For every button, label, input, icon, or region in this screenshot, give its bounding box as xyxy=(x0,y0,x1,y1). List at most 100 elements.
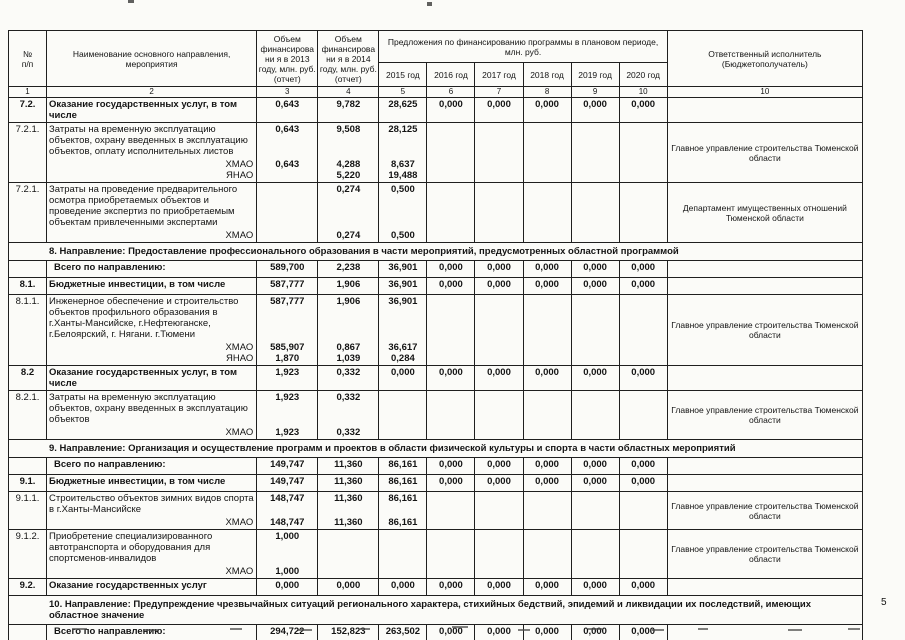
region-value xyxy=(524,427,570,438)
region-value: 0,500 xyxy=(391,230,415,241)
region-values xyxy=(428,159,474,181)
value-main: 0,500 xyxy=(391,184,415,195)
value-main: 0,000 xyxy=(583,626,607,637)
value-cell: 0,000 xyxy=(618,578,668,596)
value-cell xyxy=(522,182,572,243)
value-cell xyxy=(570,390,620,440)
region-values xyxy=(428,427,474,438)
value-main: 587,777 xyxy=(270,296,305,307)
table-header: № п/п Наименование основного направления… xyxy=(7,30,864,98)
value-main: 0,000 xyxy=(336,580,361,591)
value-cell: 587,777 585,907 1,870 xyxy=(256,294,319,366)
header-2014-column: Объем финансировани я в 2014 году, млн. … xyxy=(317,30,380,87)
scan-artifact xyxy=(518,629,530,631)
region-values xyxy=(428,517,474,528)
section-title-cell: 10. Направление: Предупреждение чрезвыча… xyxy=(8,595,863,625)
row-name-text: Всего по направлению: xyxy=(54,459,166,470)
value-cell xyxy=(317,529,380,579)
row-number-cell: 8.1.1. xyxy=(7,294,48,366)
value-main: 152,823 xyxy=(331,626,366,637)
region-value xyxy=(572,517,618,528)
value-main: 0,000 xyxy=(583,459,607,470)
row-name-text: Строительство объектов зимних видов спор… xyxy=(49,493,254,515)
row-name-cell: Всего по направлению: xyxy=(46,457,258,475)
value-cell xyxy=(570,122,620,183)
column-index: 3 xyxy=(256,86,319,98)
value-cell: 86,161 xyxy=(378,474,428,492)
value-cell: 0,000 xyxy=(570,97,620,123)
scan-artifact xyxy=(230,628,242,630)
value-main: 2,238 xyxy=(336,262,361,273)
value-main: 11,360 xyxy=(334,493,363,504)
value-main: 1,923 xyxy=(275,367,300,378)
row-name-text: Приобретение специализированного автотра… xyxy=(49,531,213,564)
row-name-cell: Приобретение специализированного автотра… xyxy=(46,529,258,579)
region-value xyxy=(572,342,618,353)
region-value: 0,332 xyxy=(336,427,361,438)
value-main: 9,508 xyxy=(336,124,361,135)
value-main: 0,000 xyxy=(583,580,607,591)
value-cell: 263,502 xyxy=(378,624,428,640)
value-cell: 0,000 xyxy=(570,578,620,596)
value-main: 0,000 xyxy=(439,476,463,487)
row-number-cell: 9.1.1. xyxy=(7,491,48,530)
value-cell xyxy=(378,529,428,579)
region-value xyxy=(258,170,317,181)
region-values: 1,923 xyxy=(258,427,317,438)
value-main: 0,000 xyxy=(439,262,463,273)
value-cell xyxy=(522,122,572,183)
value-cell: 0,000 xyxy=(474,624,524,640)
value-cell xyxy=(474,529,524,579)
value-cell: 11,360 11,360 xyxy=(317,491,380,530)
header-num-bottom: п/п xyxy=(21,58,34,69)
scan-artifact xyxy=(128,0,134,3)
value-cell: 0,000 xyxy=(426,260,476,278)
value-cell xyxy=(378,390,428,440)
region-values xyxy=(380,427,426,438)
value-cell xyxy=(618,182,668,243)
value-main: 36,901 xyxy=(388,262,418,273)
region-values: 4,288 5,220 xyxy=(319,159,378,181)
executor-cell xyxy=(666,277,864,295)
row-number-cell: 8.2 xyxy=(7,365,48,391)
value-cell xyxy=(426,491,476,530)
column-index: 1 xyxy=(7,86,48,98)
value-cell: 148,747 148,747 xyxy=(256,491,319,530)
region-labels: ХМАО ЯНАО xyxy=(225,342,253,364)
value-cell: 0,000 xyxy=(474,365,524,391)
value-cell xyxy=(474,182,524,243)
executor-cell xyxy=(666,365,864,391)
executor-cell: Главное управление строительства Тюменск… xyxy=(666,491,864,530)
region-value xyxy=(428,230,474,241)
table-row: 8.1.1. Инженерное обеспечение и строитель… xyxy=(7,294,864,366)
region-value: 19,488 xyxy=(388,170,418,181)
value-cell: 0,000 xyxy=(570,457,620,475)
region-value xyxy=(428,566,474,577)
value-cell xyxy=(570,529,620,579)
value-cell xyxy=(570,294,620,366)
value-cell: 28,625 xyxy=(378,97,428,123)
column-index: 9 xyxy=(570,86,620,98)
value-main: 0,000 xyxy=(487,99,511,110)
region-value xyxy=(428,427,474,438)
scan-artifact xyxy=(848,628,860,630)
value-cell: 0,332 xyxy=(317,365,380,391)
region-values xyxy=(620,342,666,364)
table-row: 8. Направление: Предоставление профессио… xyxy=(8,242,863,261)
row-name-text: Бюджетные инвестиции, в том числе xyxy=(49,476,226,487)
region-value xyxy=(476,159,522,170)
table-row: 9.1.1. Строительство объектов зимних видо… xyxy=(7,491,864,530)
region-values xyxy=(380,566,426,577)
value-main: 0,000 xyxy=(439,99,463,110)
value-main: 0,000 xyxy=(631,262,656,273)
row-name-cell: Затраты на временную эксплуатацию объект… xyxy=(46,390,258,440)
region-value xyxy=(620,517,666,528)
value-cell xyxy=(522,529,572,579)
value-cell: 294,722 xyxy=(256,624,319,640)
header-name-column: Наименование основного направления, меро… xyxy=(46,30,258,87)
region-values: 1,000 xyxy=(258,566,317,577)
value-cell: 149,747 xyxy=(256,474,319,492)
value-main: 0,000 xyxy=(535,367,559,378)
value-main: 0,000 xyxy=(439,279,463,290)
value-cell: 0,000 xyxy=(618,365,668,391)
